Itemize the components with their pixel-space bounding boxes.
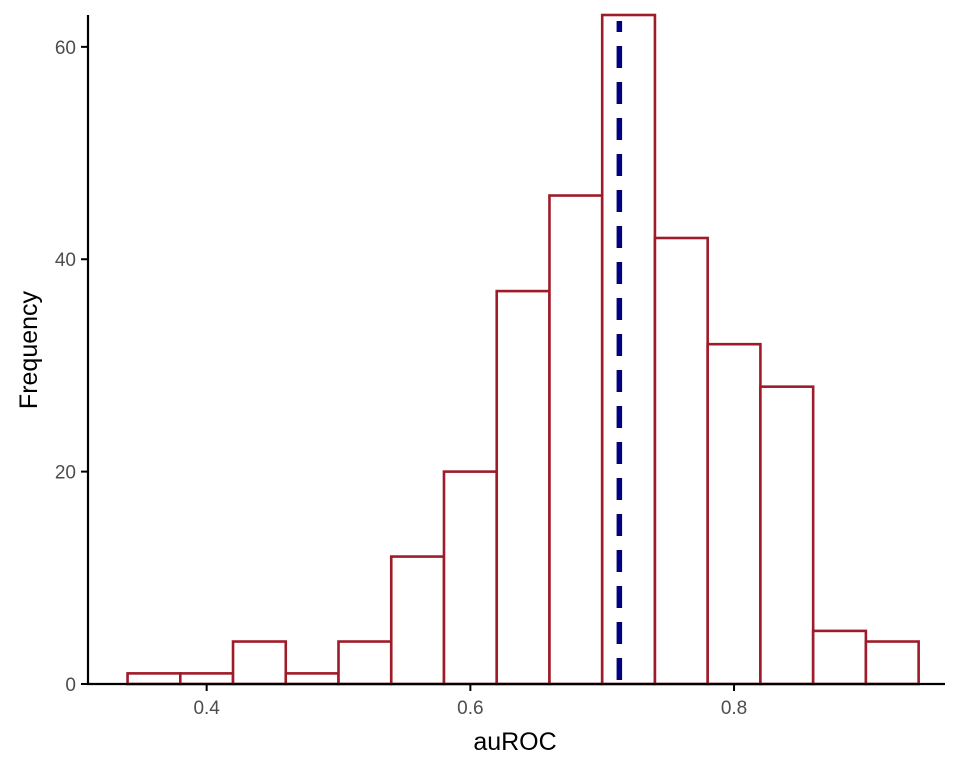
x-tick-label: 0.6 [457, 698, 483, 719]
histogram-bar-11 [653, 236, 709, 686]
y-tick-label: 40 [55, 250, 76, 271]
histogram-bar-1 [126, 672, 182, 686]
y-tick-label: 20 [55, 463, 76, 484]
ticks: 0.4 0.6 0.8 0 20 40 60 [55, 38, 747, 719]
histogram-bar-15 [864, 640, 920, 686]
x-axis-title: auROC [473, 728, 556, 756]
histogram-bar-4 [284, 672, 340, 686]
histogram-bar-5 [337, 640, 393, 686]
x-tick-label: 0.8 [721, 698, 747, 719]
axes [86, 15, 945, 686]
histogram-bar-3 [231, 640, 288, 686]
x-tick-label: 0.4 [193, 698, 220, 719]
y-tick-label: 0 [65, 675, 76, 696]
histogram-bar-9 [548, 194, 604, 686]
histogram-bar-10 [600, 13, 657, 686]
histogram-bars [126, 13, 920, 686]
histogram-bar-12 [706, 342, 762, 686]
histogram-bar-8 [495, 289, 551, 686]
histogram-bar-6 [389, 555, 446, 686]
histogram-bar-14 [811, 629, 868, 686]
y-tick-label: 60 [55, 38, 76, 59]
y-axis-title: Frequency [15, 290, 43, 409]
histogram-bar-2 [178, 672, 235, 686]
histogram-bar-13 [759, 385, 815, 686]
histogram-bar-7 [442, 470, 499, 686]
